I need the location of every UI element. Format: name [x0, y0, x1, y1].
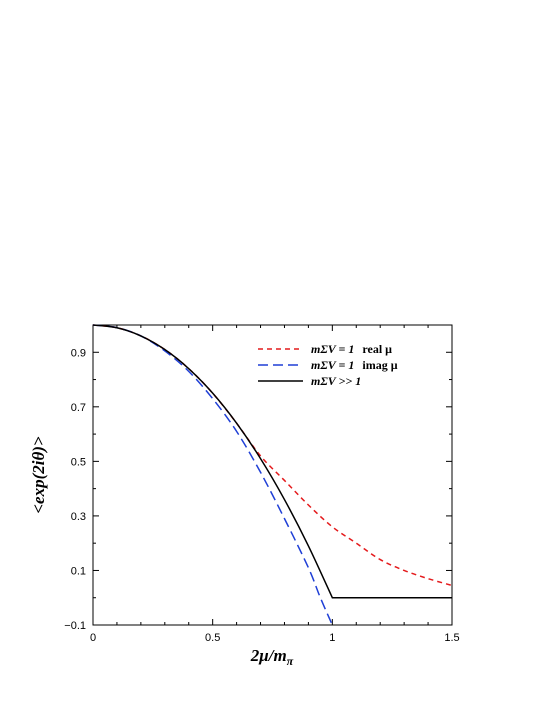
x-tick-label: 0.5	[205, 632, 220, 644]
y-tick-label: 0.5	[71, 456, 86, 468]
series-line-2	[92, 324, 452, 599]
y-axis-label: <exp(2iθ)>	[29, 436, 48, 514]
y-tick-label: −0.1	[64, 620, 86, 632]
legend: mΣV = 1 real μ mΣV = 1 imag μ mΣV >> 1	[258, 342, 398, 388]
x-axis-label: 2μ/mπ	[250, 646, 294, 668]
series-line-1	[92, 324, 334, 626]
y-tick-label: 0.7	[71, 402, 86, 414]
y-tick-label: 0.3	[71, 511, 86, 523]
legend-label-large: mΣV >> 1	[311, 374, 361, 388]
y-tick-label: 0.9	[71, 347, 86, 359]
legend-label-real: mΣV = 1 real μ	[311, 342, 392, 356]
plot-frame	[92, 324, 453, 626]
x-tick-label: 1	[329, 632, 335, 644]
x-tick-label: 0	[90, 632, 96, 644]
series-layer	[92, 324, 453, 626]
series-line-0	[92, 324, 453, 587]
ticks-layer: 0 0.5 1 1.5 −0.1 0.1 0.3 0.5 0.7 0.9	[64, 325, 460, 644]
x-tick-label: 1.5	[444, 632, 459, 644]
legend-label-imag: mΣV = 1 imag μ	[311, 358, 398, 372]
y-tick-label: 0.1	[71, 565, 86, 577]
